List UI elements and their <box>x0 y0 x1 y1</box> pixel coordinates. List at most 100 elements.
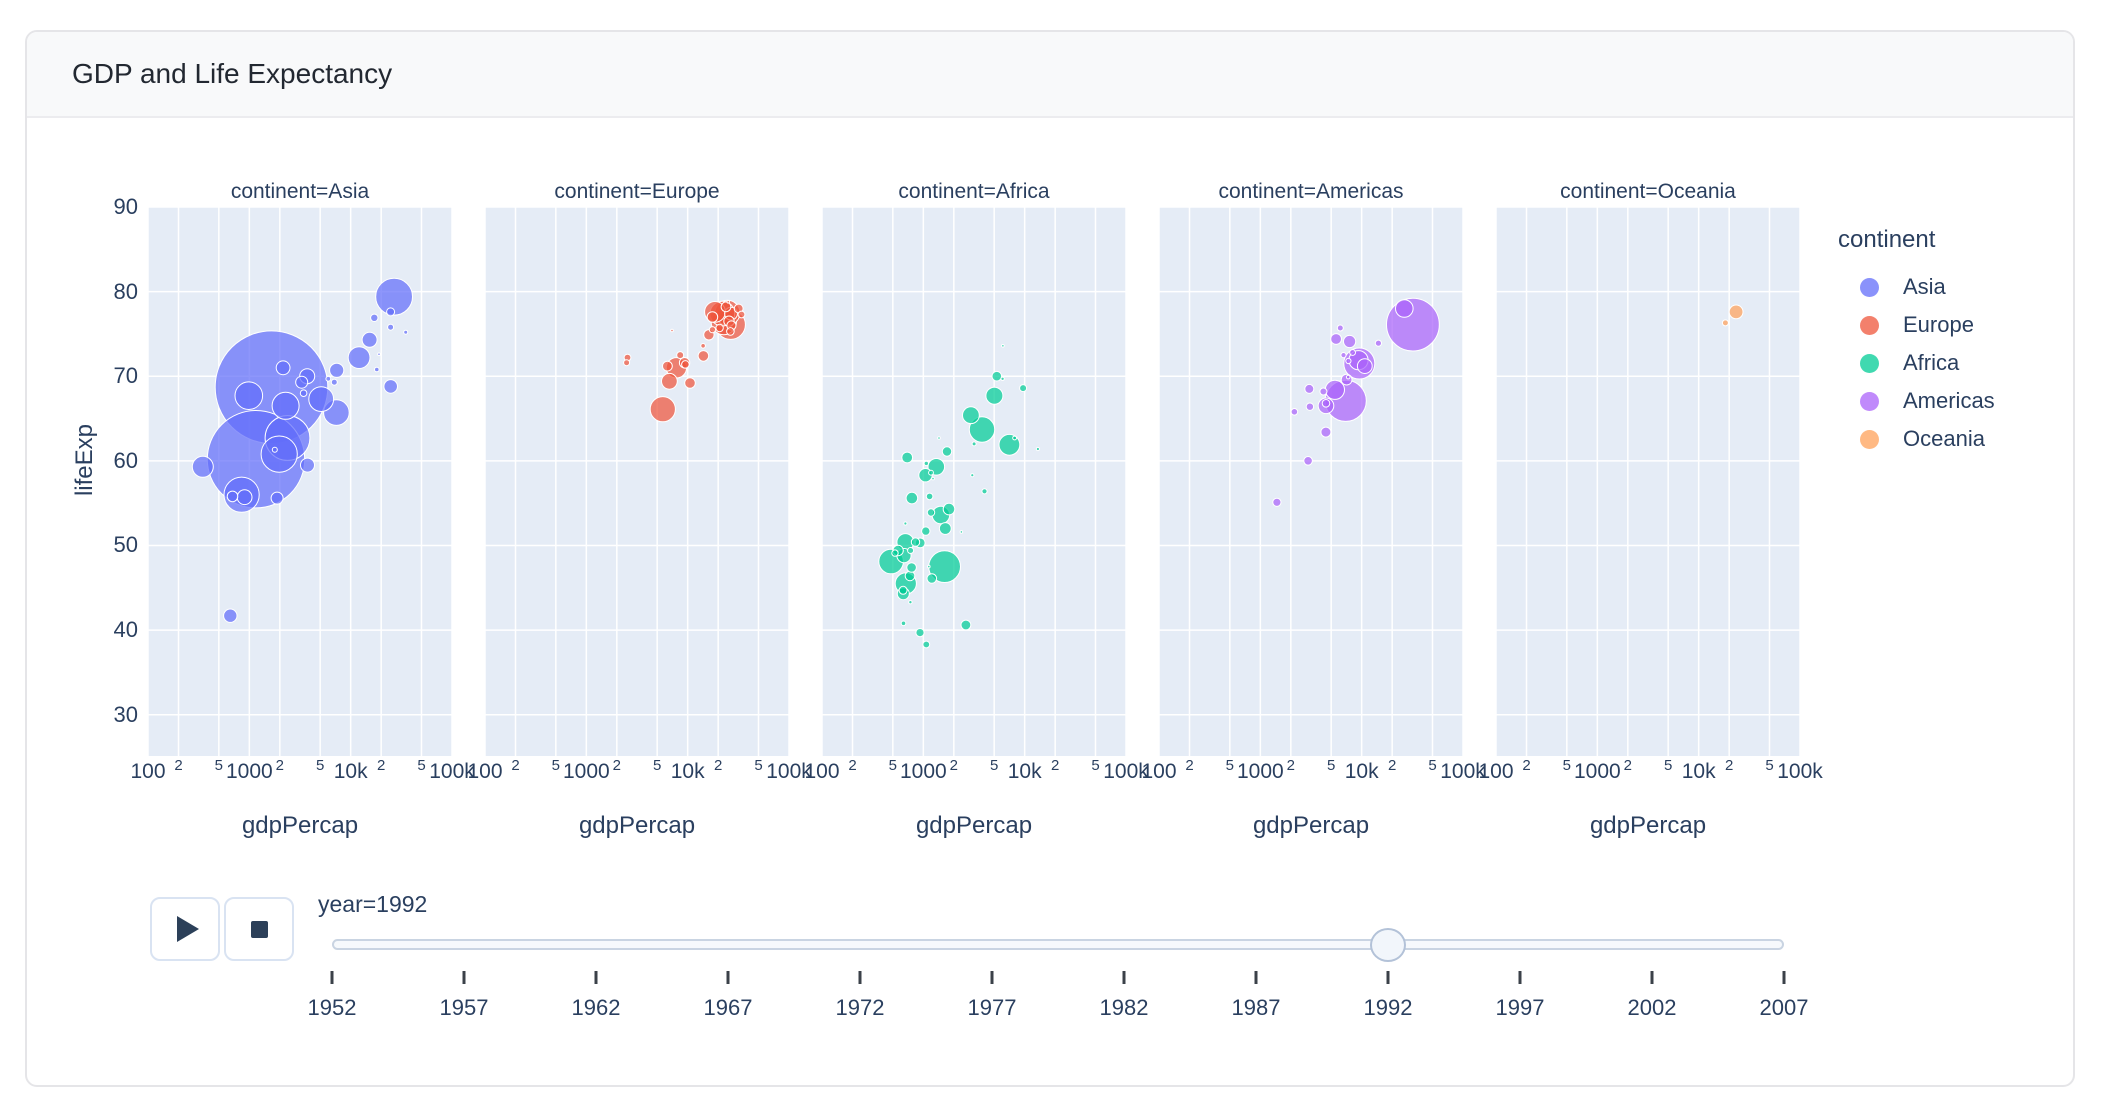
bubble[interactable] <box>295 375 309 389</box>
bubble[interactable] <box>937 436 941 440</box>
bubble[interactable] <box>375 277 414 316</box>
bubble[interactable] <box>720 301 732 313</box>
bubble[interactable] <box>330 378 338 386</box>
bubble[interactable] <box>684 377 696 389</box>
bubble[interactable] <box>907 547 915 554</box>
bubble[interactable] <box>383 379 398 394</box>
bubble[interactable] <box>942 502 956 516</box>
bubble[interactable] <box>891 549 899 557</box>
bubble[interactable] <box>370 313 379 323</box>
bubble[interactable] <box>387 323 395 331</box>
bubble[interactable] <box>927 564 931 569</box>
bubble[interactable] <box>991 370 1003 382</box>
bubble[interactable] <box>726 300 730 304</box>
bubble[interactable] <box>908 600 913 605</box>
facet-plot-oceania[interactable] <box>1496 207 1800 756</box>
bubble[interactable] <box>1343 334 1357 349</box>
bubble[interactable] <box>236 489 253 506</box>
bubble[interactable] <box>1001 344 1005 348</box>
bubble[interactable] <box>900 620 907 627</box>
bubble[interactable] <box>1340 352 1347 359</box>
bubble[interactable] <box>676 351 685 360</box>
bubble[interactable] <box>308 386 335 413</box>
bubble[interactable] <box>1324 379 1345 400</box>
bubble[interactable] <box>726 327 735 336</box>
legend-item-americas[interactable]: Americas <box>1838 382 1995 420</box>
bubble[interactable] <box>1345 357 1352 365</box>
bubble[interactable] <box>981 488 988 495</box>
bubble[interactable] <box>1374 339 1382 347</box>
bubble[interactable] <box>960 619 972 631</box>
bubble[interactable] <box>906 562 917 573</box>
year-slider-track[interactable] <box>332 939 1784 950</box>
bubble[interactable] <box>1303 456 1313 466</box>
bubble[interactable] <box>661 372 678 390</box>
bubble[interactable] <box>1336 324 1344 332</box>
bubble[interactable] <box>715 323 724 333</box>
bubble[interactable] <box>962 406 980 425</box>
bubble[interactable] <box>361 331 378 348</box>
bubble[interactable] <box>623 359 631 367</box>
bubble[interactable] <box>931 476 935 481</box>
bubble[interactable] <box>271 391 300 420</box>
bubble[interactable] <box>1330 333 1343 345</box>
bubble[interactable] <box>226 490 239 503</box>
bubble[interactable] <box>329 362 345 378</box>
bubble[interactable] <box>347 346 371 370</box>
bubble[interactable] <box>300 457 315 473</box>
bubble[interactable] <box>921 526 931 536</box>
bubble[interactable] <box>898 585 908 595</box>
bubble[interactable] <box>325 375 332 382</box>
bubble[interactable] <box>1012 435 1018 441</box>
bubble[interactable] <box>1321 399 1331 408</box>
legend-item-oceania[interactable]: Oceania <box>1838 420 1995 458</box>
stop-button[interactable] <box>224 897 294 961</box>
bubble[interactable] <box>1349 349 1357 356</box>
bubble[interactable] <box>970 473 975 478</box>
legend-item-asia[interactable]: Asia <box>1838 268 1995 306</box>
bubble[interactable] <box>275 360 291 376</box>
bubble[interactable] <box>925 492 934 501</box>
bubble[interactable] <box>700 343 706 349</box>
bubble[interactable] <box>299 389 308 397</box>
bubble[interactable] <box>386 307 396 317</box>
bubble[interactable] <box>649 396 676 423</box>
bubble[interactable] <box>968 416 996 443</box>
bubble[interactable] <box>681 360 690 369</box>
facet-plot-europe[interactable] <box>485 207 789 756</box>
bubble[interactable] <box>737 310 746 319</box>
bubble[interactable] <box>1319 387 1328 396</box>
facet-plot-asia[interactable] <box>148 207 452 756</box>
bubble[interactable] <box>941 446 953 457</box>
bubble[interactable] <box>260 435 298 473</box>
bubble[interactable] <box>1035 446 1040 452</box>
bubble[interactable] <box>1728 304 1744 320</box>
bubble[interactable] <box>271 446 278 453</box>
bubble[interactable] <box>1345 374 1351 380</box>
bubble[interactable] <box>662 360 673 372</box>
bubble[interactable] <box>670 328 674 333</box>
bubble[interactable] <box>938 522 952 535</box>
bubble[interactable] <box>697 350 710 362</box>
bubble[interactable] <box>403 329 409 335</box>
bubble[interactable] <box>1320 426 1332 438</box>
bubble[interactable] <box>1019 384 1028 393</box>
legend-item-europe[interactable]: Europe <box>1838 306 1995 344</box>
bubble[interactable] <box>706 311 719 323</box>
facet-plot-americas[interactable] <box>1159 207 1463 756</box>
bubble[interactable] <box>901 451 914 464</box>
bubble[interactable] <box>905 491 919 505</box>
bubble[interactable] <box>1305 402 1315 411</box>
year-slider-handle[interactable] <box>1370 928 1406 962</box>
bubble[interactable] <box>708 326 716 334</box>
bubble[interactable] <box>1272 497 1282 507</box>
bubble[interactable] <box>922 640 931 649</box>
bubble[interactable] <box>903 521 908 526</box>
bubble[interactable] <box>923 460 930 467</box>
bubble[interactable] <box>374 366 380 373</box>
bubble[interactable] <box>959 530 964 534</box>
bubble[interactable] <box>1290 408 1299 416</box>
bubble[interactable] <box>270 491 284 505</box>
bubble[interactable] <box>377 352 381 356</box>
bubble[interactable] <box>915 628 925 638</box>
